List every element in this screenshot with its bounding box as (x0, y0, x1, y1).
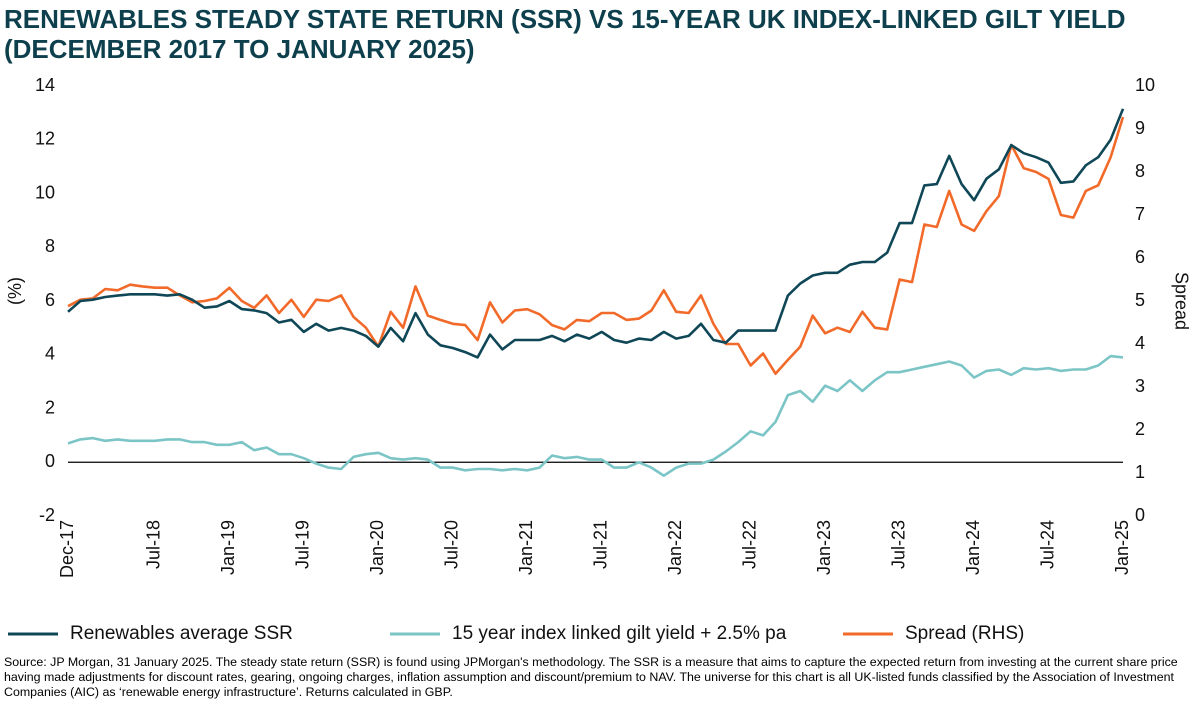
y2-tick-label: 7 (1135, 204, 1145, 224)
y2-tick-label: 6 (1135, 247, 1145, 267)
y-tick-label: 2 (45, 397, 55, 417)
series-line (67, 354, 1124, 477)
y2-axis-label: Spread (1171, 272, 1191, 330)
x-tick-label: Jan-22 (665, 520, 685, 575)
x-tick-label: Jul-19 (293, 520, 313, 569)
y2-tick-label: 2 (1135, 419, 1145, 439)
series-line (67, 108, 1125, 359)
y2-tick-label: 1 (1135, 462, 1145, 482)
legend-label: 15 year index linked gilt yield + 2.5% p… (452, 623, 787, 644)
legend-label: Spread (RHS) (905, 623, 1024, 644)
x-tick-label: Jul-24 (1037, 520, 1057, 569)
y-tick-label: 0 (45, 451, 55, 471)
chart-title: RENEWABLES STEADY STATE RETURN (SSR) VS … (4, 4, 1125, 64)
x-tick-label: Jan-19 (218, 520, 238, 575)
y2-tick-label: 5 (1135, 290, 1145, 310)
x-tick-label: Jul-23 (888, 520, 908, 569)
y-tick-label: 12 (35, 129, 55, 149)
y2-tick-label: 4 (1135, 333, 1145, 353)
y2-tick-label: 10 (1135, 75, 1155, 95)
y-tick-label: 4 (45, 344, 55, 364)
x-tick-label: Jul-18 (144, 520, 164, 569)
title-line: (DECEMBER 2017 TO JANUARY 2025) (4, 34, 475, 64)
x-tick-label: Jan-20 (367, 520, 387, 575)
x-tick-label: Jan-25 (1112, 520, 1132, 575)
y-tick-label: 10 (35, 182, 55, 202)
y-axis-label: (%) (5, 277, 25, 305)
x-tick-label: Jan-23 (814, 520, 834, 575)
y-tick-label: 8 (45, 236, 55, 256)
y2-tick-label: 9 (1135, 118, 1145, 138)
source-note: Source: JP Morgan, 31 January 2025. The … (4, 655, 1178, 699)
x-tick-label: Jan-21 (516, 520, 536, 575)
y-tick-label: 14 (35, 75, 55, 95)
y-tick-label: -2 (39, 505, 55, 525)
x-tick-label: Jan-24 (963, 520, 983, 575)
y2-tick-label: 3 (1135, 376, 1145, 396)
y2-tick-label: 0 (1135, 505, 1145, 525)
legend-label: Renewables average SSR (70, 623, 293, 644)
x-tick-label: Dec-17 (57, 520, 77, 578)
title-line: RENEWABLES STEADY STATE RETURN (SSR) VS … (4, 4, 1126, 34)
x-tick-label: Jul-22 (739, 520, 759, 569)
x-tick-label: Jul-21 (590, 520, 610, 569)
x-tick-label: Jul-20 (442, 520, 462, 569)
y2-tick-label: 8 (1135, 161, 1145, 181)
series-line (67, 116, 1125, 375)
y-tick-label: 6 (45, 290, 55, 310)
